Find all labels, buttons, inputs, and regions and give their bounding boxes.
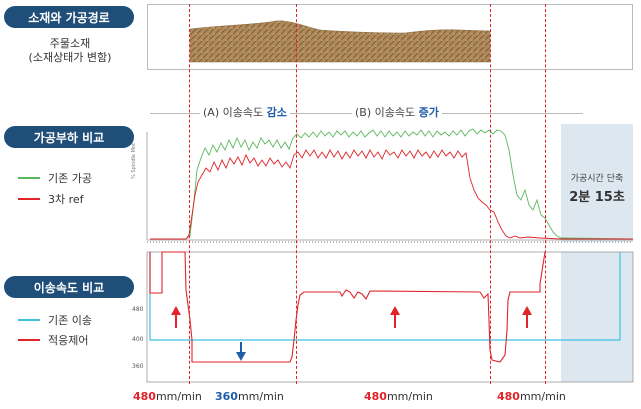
feed-time-saving-shade	[561, 252, 633, 382]
feed-tick-480: 480	[132, 306, 144, 313]
speed-unit: mm/min	[155, 390, 202, 403]
guide-line-2	[296, 4, 297, 384]
phase-b-emphasis: 증가	[418, 106, 439, 119]
time-saving-shade	[561, 124, 633, 242]
speed-label-4: 480mm/min	[497, 390, 566, 403]
phase-a-emphasis: 감소	[266, 106, 287, 119]
legend-label: 3차 ref	[48, 193, 84, 206]
legend-existing-feed: 기존 이송	[18, 312, 92, 328]
speed-unit: mm/min	[519, 390, 566, 403]
legend-label: 기존 가공	[48, 172, 92, 185]
series-third-ref	[150, 149, 633, 240]
series-adaptive-control	[149, 251, 546, 363]
speed-value: 480	[364, 390, 387, 403]
speed-label-1: 480mm/min	[133, 390, 202, 403]
up-arrow-1	[171, 306, 181, 328]
legend-swatch-red	[18, 339, 40, 341]
material-subtitle-line1: 주물소재	[49, 37, 91, 50]
load-section-badge: 가공부하 비교	[4, 126, 134, 148]
speed-value: 360	[215, 390, 238, 403]
series-existing-machining	[150, 128, 634, 240]
phase-a-label: (A) 이송속도 감소	[200, 104, 290, 120]
material-subtitle: 주물소재 (소재상태가 변함)	[12, 37, 128, 65]
legend-adaptive-control: 적응제어	[18, 332, 88, 348]
up-arrow-3	[522, 306, 532, 328]
legend-existing-machining: 기존 가공	[18, 170, 92, 186]
down-arrow	[236, 342, 246, 361]
time-saving-note: 가공시간 단축 2분 15초	[561, 171, 633, 205]
legend-swatch-green	[18, 177, 40, 179]
cast-material-profile	[189, 20, 491, 63]
feed-tick-400: 400	[132, 336, 144, 343]
legend-label: 적응제어	[48, 334, 89, 347]
time-saving-value: 2분 15초	[569, 190, 625, 205]
series-existing-feed	[149, 252, 621, 341]
up-arrow-2	[390, 306, 400, 328]
legend-third-ref: 3차 ref	[18, 191, 84, 207]
legend-swatch-red	[18, 198, 40, 200]
speed-unit: mm/min	[386, 390, 433, 403]
feed-section-badge: 이송속도 비교	[4, 276, 134, 298]
phase-b-label: (B) 이송속도 증가	[352, 104, 442, 120]
guide-line-4	[545, 4, 546, 384]
phase-a-prefix: (A) 이송속도	[203, 106, 267, 119]
legend-swatch-cyan	[18, 319, 40, 321]
speed-label-3: 480mm/min	[364, 390, 433, 403]
time-saving-caption: 가공시간 단축	[570, 174, 624, 184]
phase-b-prefix: (B) 이송속도	[355, 106, 419, 119]
legend-label: 기존 이송	[48, 314, 92, 327]
speed-value: 480	[133, 390, 156, 403]
speed-label-2: 360mm/min	[215, 390, 284, 403]
guide-line-1	[189, 4, 190, 384]
material-subtitle-line2: (소재상태가 변함)	[28, 51, 112, 64]
speed-value: 480	[497, 390, 520, 403]
feed-tick-360: 360	[132, 363, 144, 370]
speed-unit: mm/min	[237, 390, 284, 403]
material-section-badge: 소재와 가공경로	[4, 6, 134, 28]
guide-line-3	[490, 4, 491, 384]
